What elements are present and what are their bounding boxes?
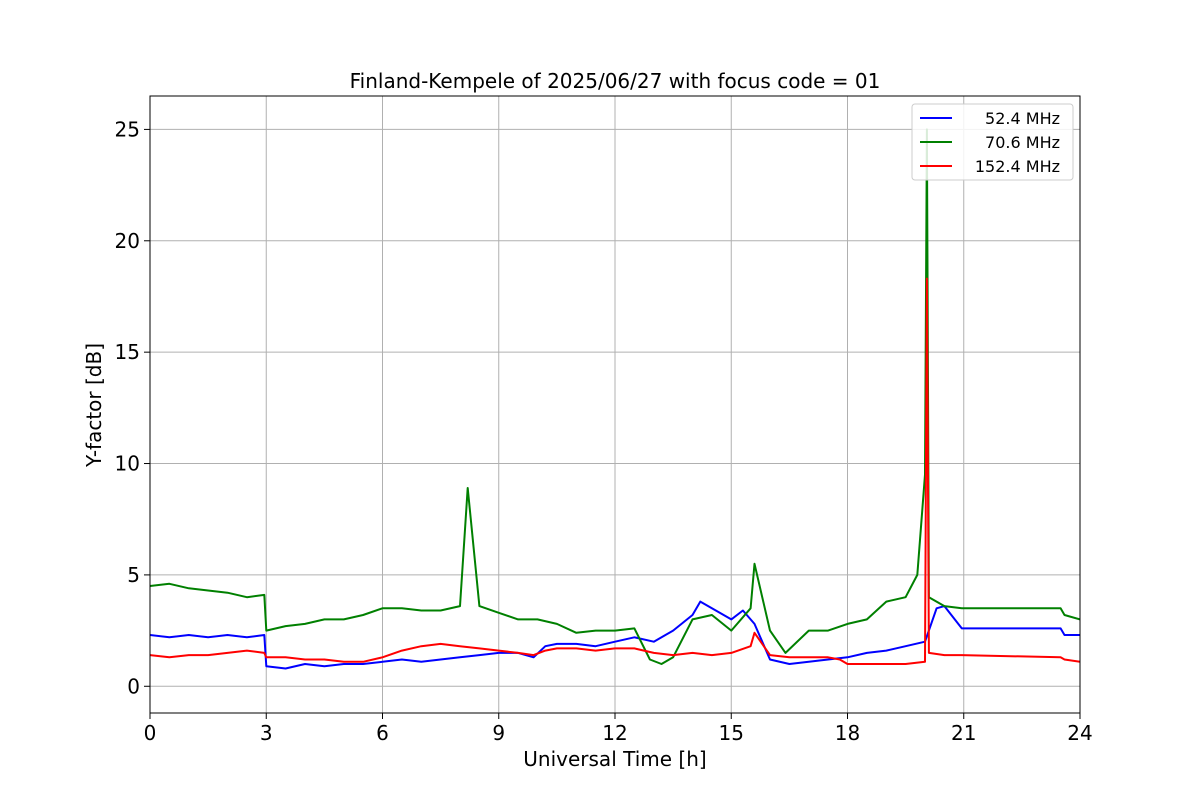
legend-label: 152.4 MHz xyxy=(975,157,1060,176)
x-tick-label: 9 xyxy=(492,721,505,745)
y-tick-label: 0 xyxy=(127,674,140,698)
y-tick-label: 15 xyxy=(115,340,140,364)
series-layer xyxy=(150,128,1080,670)
x-tick-label: 0 xyxy=(144,721,157,745)
x-tick-label: 3 xyxy=(260,721,273,745)
x-tick-label: 15 xyxy=(719,721,744,745)
series-line-52-4-mhz xyxy=(150,600,1080,670)
y-tick-label: 5 xyxy=(127,563,140,587)
x-tick-label: 6 xyxy=(376,721,389,745)
legend-box xyxy=(911,103,1074,181)
series-line-152-4-mhz xyxy=(150,277,1080,665)
y-tick-label: 20 xyxy=(115,229,140,253)
x-tick-label: 24 xyxy=(1067,721,1092,745)
y-axis-label: Y-factor [dB] xyxy=(82,343,106,468)
series-line-70-6-mhz xyxy=(150,128,1080,665)
x-axis-label: Universal Time [h] xyxy=(523,747,706,771)
y-tick-label: 10 xyxy=(115,452,140,476)
y-axis: 0 5 10 15 20 25 xyxy=(115,117,150,698)
x-axis: 0 3 6 9 12 15 18 21 24 xyxy=(144,713,1093,745)
x-tick-label: 21 xyxy=(951,721,976,745)
legend-label: 52.4 MHz xyxy=(985,109,1060,128)
x-tick-label: 18 xyxy=(835,721,860,745)
x-tick-label: 12 xyxy=(602,721,627,745)
legend: 52.4 MHz 70.6 MHz 152.4 MHz xyxy=(911,103,1074,181)
plot-area xyxy=(149,95,1081,714)
legend-label: 70.6 MHz xyxy=(985,133,1060,152)
y-tick-label: 25 xyxy=(115,117,140,141)
chart-title: Finland-Kempele of 2025/06/27 with focus… xyxy=(350,69,881,93)
